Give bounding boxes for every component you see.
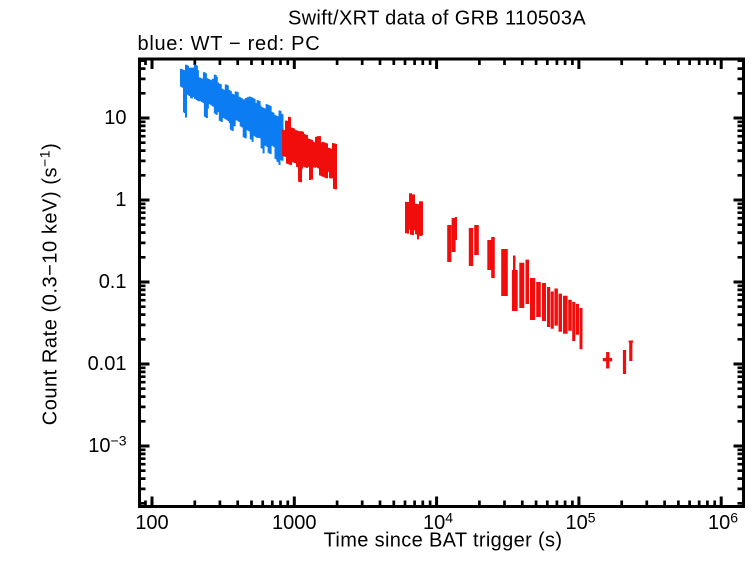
svg-text:100: 100	[135, 512, 168, 534]
svg-text:1000: 1000	[272, 512, 317, 534]
svg-text:10: 10	[104, 107, 126, 129]
svg-text:0.01: 0.01	[88, 353, 127, 375]
svg-text:Count Rate (0.3−10 keV) (s−1): Count Rate (0.3−10 keV) (s−1)	[37, 143, 62, 426]
svg-text:1: 1	[115, 189, 126, 211]
svg-text:Swift/XRT data of GRB 110503A: Swift/XRT data of GRB 110503A	[288, 8, 586, 30]
svg-text:Time since BAT trigger (s): Time since BAT trigger (s)	[324, 530, 563, 552]
svg-text:blue: WT − red: PC: blue: WT − red: PC	[138, 33, 321, 55]
svg-text:0.1: 0.1	[99, 271, 127, 293]
